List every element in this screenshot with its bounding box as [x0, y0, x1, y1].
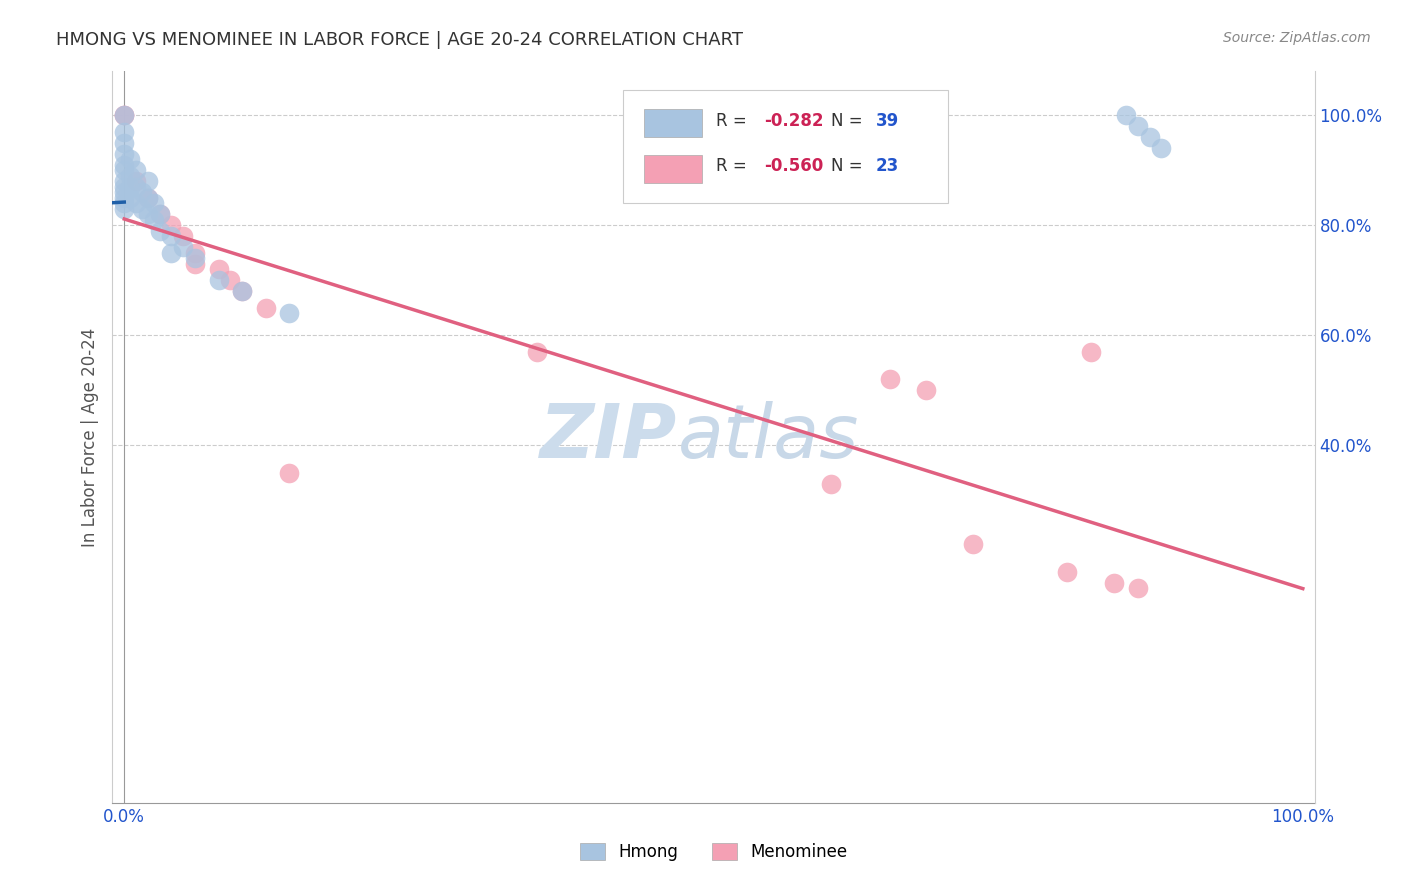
Point — [112, 158, 135, 172]
Point — [149, 224, 172, 238]
Legend: Hmong, Menominee: Hmong, Menominee — [574, 836, 853, 868]
Point — [112, 163, 135, 178]
Point — [1115, 108, 1137, 122]
Point — [149, 207, 172, 221]
Point — [1080, 344, 1102, 359]
Point — [526, 344, 548, 359]
Text: R =: R = — [716, 112, 752, 130]
Point — [1126, 120, 1149, 134]
Point — [820, 476, 842, 491]
Point — [112, 186, 135, 200]
Text: -0.560: -0.560 — [763, 158, 824, 176]
Point — [278, 306, 301, 320]
Point — [1126, 582, 1149, 596]
Point — [112, 125, 135, 139]
Point — [184, 257, 207, 271]
Point — [160, 245, 183, 260]
Point — [112, 174, 135, 188]
Point — [1139, 130, 1161, 145]
Point — [962, 537, 984, 551]
Point — [136, 191, 159, 205]
Point — [207, 273, 229, 287]
Point — [254, 301, 277, 315]
Point — [125, 179, 148, 194]
Text: R =: R = — [716, 158, 752, 176]
Point — [184, 245, 207, 260]
Point — [231, 285, 253, 299]
Point — [120, 153, 142, 167]
FancyBboxPatch shape — [623, 90, 948, 203]
Text: atlas: atlas — [678, 401, 859, 473]
Point — [278, 466, 301, 480]
Point — [142, 196, 165, 211]
Point — [172, 240, 194, 254]
Point — [120, 191, 142, 205]
Point — [131, 202, 153, 216]
Point — [1150, 141, 1173, 155]
Point — [112, 108, 135, 122]
Point — [1056, 565, 1078, 579]
Point — [112, 136, 135, 150]
Point — [219, 273, 242, 287]
Point — [879, 372, 901, 386]
Text: HMONG VS MENOMINEE IN LABOR FORCE | AGE 20-24 CORRELATION CHART: HMONG VS MENOMINEE IN LABOR FORCE | AGE … — [56, 31, 744, 49]
Text: ZIP: ZIP — [540, 401, 678, 474]
Point — [231, 285, 253, 299]
Point — [160, 219, 183, 233]
Point — [172, 229, 194, 244]
Text: N =: N = — [831, 112, 869, 130]
Point — [120, 179, 142, 194]
Point — [160, 229, 183, 244]
Point — [149, 207, 172, 221]
Text: 23: 23 — [876, 158, 898, 176]
Text: -0.282: -0.282 — [763, 112, 824, 130]
Point — [112, 108, 135, 122]
Point — [136, 191, 159, 205]
Bar — [644, 110, 702, 137]
Bar — [644, 154, 702, 183]
Point — [112, 146, 135, 161]
Point — [142, 212, 165, 227]
Point — [125, 196, 148, 211]
Point — [1102, 575, 1125, 590]
Point — [112, 108, 135, 122]
Point — [112, 202, 135, 216]
Point — [136, 174, 159, 188]
Text: 39: 39 — [876, 112, 898, 130]
Point — [112, 191, 135, 205]
Point — [136, 207, 159, 221]
Point — [120, 169, 142, 183]
Point — [131, 186, 153, 200]
Point — [184, 252, 207, 266]
Point — [207, 262, 229, 277]
Point — [125, 174, 148, 188]
Text: Source: ZipAtlas.com: Source: ZipAtlas.com — [1223, 31, 1371, 45]
Point — [112, 179, 135, 194]
Text: N =: N = — [831, 158, 869, 176]
Point — [914, 384, 936, 398]
Y-axis label: In Labor Force | Age 20-24: In Labor Force | Age 20-24 — [80, 327, 98, 547]
Point — [112, 196, 135, 211]
Point — [125, 163, 148, 178]
